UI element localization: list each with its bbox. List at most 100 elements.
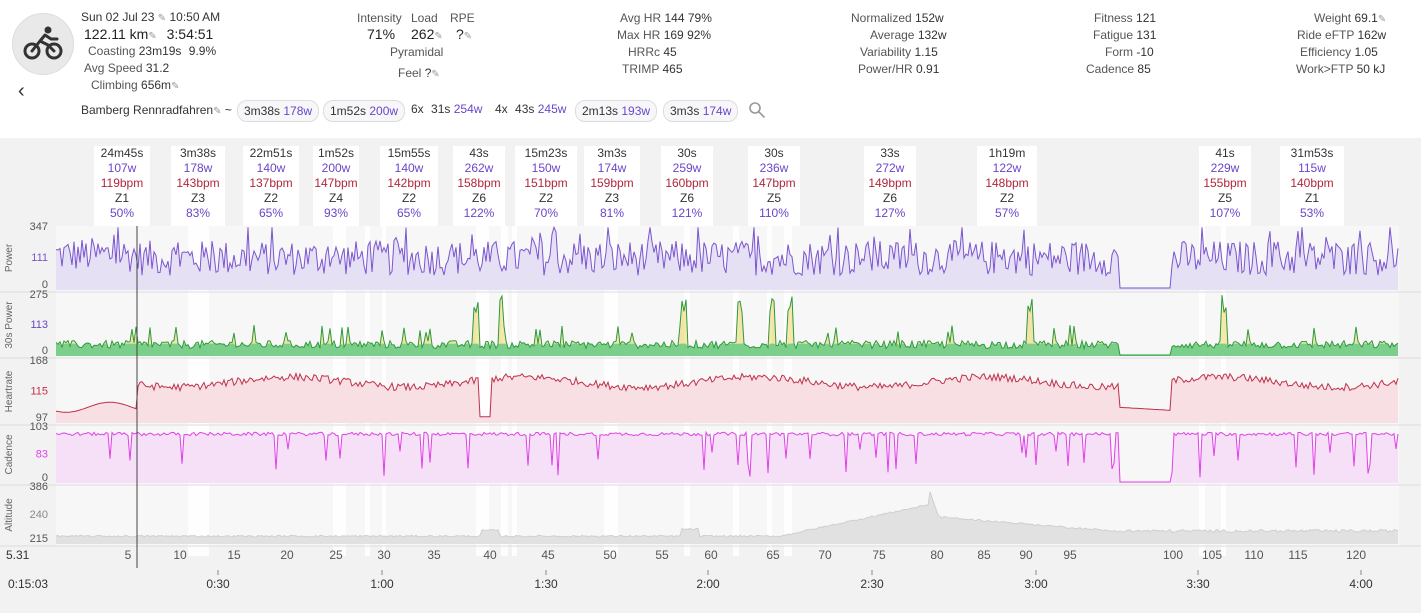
interval-summary[interactable]: 30s 236w 147bpm Z5 110%: [748, 146, 800, 226]
interval-summary[interactable]: 1h19m 122w 148bpm Z2 57%: [977, 146, 1037, 226]
alt-tick-label: 240: [30, 509, 48, 521]
interval-z: Z4: [328, 191, 343, 205]
variability-value: 1.15: [914, 45, 938, 59]
interval-pc: 127%: [874, 206, 906, 220]
km-tick-label: 110: [1244, 548, 1263, 562]
edit-pencil-icon[interactable]: ✎: [157, 13, 167, 24]
form-label: Form: [1105, 45, 1133, 59]
power30-tick-label: 275: [30, 289, 48, 301]
interval-pc: 57%: [994, 206, 1020, 220]
activity-name[interactable]: Bamberg Rennradfahren: [81, 103, 214, 117]
edit-pencil-icon[interactable]: ✎: [431, 69, 440, 80]
km-tick-label: 20: [280, 548, 294, 562]
edit-pencil-icon[interactable]: ✎: [463, 31, 473, 42]
power30-tick-label: 0: [42, 345, 48, 357]
average-row: Average 132w: [870, 28, 947, 42]
back-chevron-icon[interactable]: ‹: [18, 80, 25, 102]
km-tick-label: 60: [704, 548, 718, 562]
cad-tick-label: 0: [42, 472, 48, 484]
search-icon[interactable]: [748, 101, 766, 119]
km-tick-label: 95: [1063, 548, 1077, 562]
date-time: Sun 02 Jul 23 ✎ 10:50 AM: [81, 10, 220, 24]
interval-summary[interactable]: 31m53s 115w 140bpm Z1 53%: [1280, 146, 1344, 226]
time-tick-label: 2:00: [696, 577, 720, 591]
activity-name-row[interactable]: Bamberg Rennradfahren✎ ~: [81, 103, 232, 117]
power-axis-label: Power: [4, 243, 15, 272]
interval-summary[interactable]: 33s 272w 149bpm Z6 127%: [864, 146, 916, 226]
interval-p: 140w: [256, 161, 286, 175]
hr-tick-label: 168: [30, 355, 48, 367]
cadence-line: [55, 430, 1399, 483]
edit-pencil-icon[interactable]: ✎: [434, 31, 443, 42]
km-tick-label: 100: [1163, 548, 1183, 562]
interval-summary[interactable]: 1m52s 200w 147bpm Z4 93%: [313, 146, 359, 226]
interval-d: 31m53s: [1290, 146, 1334, 160]
edit-pencil-icon[interactable]: ✎: [171, 81, 180, 92]
distance-duration: 122.11 km✎ 3:54:51: [84, 26, 213, 42]
interval-p: 200w: [321, 161, 351, 175]
interval-d: 30s: [677, 146, 697, 160]
interval-summary[interactable]: 30s 259w 160bpm Z6 121%: [661, 146, 713, 226]
max-hr-pct: 92%: [687, 28, 712, 42]
interval-h: 143bpm: [176, 176, 220, 190]
chip-watts: 193w: [621, 104, 651, 118]
interval-chip[interactable]: 2m13s 193w: [575, 100, 658, 122]
variability-row: Variability 1.15: [860, 45, 938, 59]
interval-chip[interactable]: 3m3s 174w: [663, 100, 739, 122]
power-tick-label: 0: [42, 279, 48, 291]
interval-summary[interactable]: 43s 262w 158bpm Z6 122%: [453, 146, 505, 226]
workftp-label: Work>FTP: [1296, 62, 1354, 76]
interval-p: 262w: [464, 161, 494, 175]
km-axis-start: 5.31: [6, 548, 30, 562]
interval-pc: 70%: [533, 206, 559, 220]
interval-d: 15m55s: [387, 146, 431, 160]
hrrc-value: 45: [663, 45, 677, 59]
feel-row[interactable]: Feel ?✎: [398, 66, 440, 80]
activity-chart[interactable]: Power 347 111 0 30s Power 275 113 0 Heartrate 168…: [0, 138, 1421, 613]
activity-plot[interactable]: Power 347 111 0 30s Power 275 113 0 Heartrate 168…: [0, 138, 1421, 613]
interval-h: 147bpm: [752, 176, 796, 190]
cadence-value: 85: [1137, 62, 1151, 76]
interval-summary[interactable]: 15m55s 140w 142bpm Z2 65%: [380, 146, 438, 226]
intensity-value: 71%: [367, 26, 396, 42]
interval-chip[interactable]: 3m38s 178w: [237, 100, 320, 122]
interval-summary[interactable]: 22m51s 140w 137bpm Z2 65%: [243, 146, 299, 226]
km-tick-label: 55: [655, 548, 669, 562]
powerhr-label: Power/HR: [858, 62, 913, 76]
edit-pencil-icon[interactable]: ✎: [1377, 14, 1387, 25]
interval-chip[interactable]: 6x 31s 254w: [411, 102, 482, 116]
interval-summary[interactable]: 41s 229w 155bpm Z5 107%: [1199, 146, 1251, 226]
edit-pencil-icon[interactable]: ✎: [213, 106, 222, 117]
rpe-value[interactable]: ?: [456, 26, 464, 42]
activity-type-avatar: [12, 13, 74, 75]
normalized-label: Normalized: [851, 11, 912, 25]
interval-z: Z6: [882, 191, 897, 205]
km-tick-label: 15: [227, 548, 241, 562]
average-value: 132w: [917, 28, 947, 42]
interval-pc: 65%: [258, 206, 284, 220]
interval-z: Z3: [190, 191, 205, 205]
interval-chip[interactable]: 1m52s 200w: [323, 100, 406, 122]
time-tick-label: 4:00: [1349, 577, 1373, 591]
feel-value[interactable]: ?: [424, 66, 432, 80]
edit-pencil-icon[interactable]: ✎: [148, 31, 157, 42]
interval-z: Z5: [1217, 191, 1232, 205]
interval-d: 22m51s: [249, 146, 293, 160]
interval-p: 150w: [531, 161, 561, 175]
interval-d: 24m45s: [100, 146, 144, 160]
rpe-value-row[interactable]: ?✎: [456, 26, 472, 42]
interval-h: 140bpm: [1290, 176, 1334, 190]
distribution-label: Pyramidal: [390, 45, 444, 59]
workftp-value: 50 kJ: [1356, 62, 1386, 76]
interval-pc: 83%: [185, 206, 211, 220]
interval-summary[interactable]: 3m38s 178w 143bpm Z3 83%: [171, 146, 225, 226]
interval-chip[interactable]: 4x 43s 245w: [495, 102, 566, 116]
alt-tick-label: 215: [30, 533, 48, 545]
interval-h: 149bpm: [868, 176, 912, 190]
interval-d: 30s: [764, 146, 784, 160]
interval-summary[interactable]: 15m23s 150w 151bpm Z2 70%: [515, 146, 577, 226]
eftp-value: 162w: [1357, 28, 1387, 42]
interval-summary[interactable]: 24m45s 107w 119bpm Z1 50%: [94, 146, 150, 226]
interval-summary[interactable]: 3m3s 174w 159bpm Z3 81%: [584, 146, 640, 226]
interval-pc: 93%: [323, 206, 349, 220]
